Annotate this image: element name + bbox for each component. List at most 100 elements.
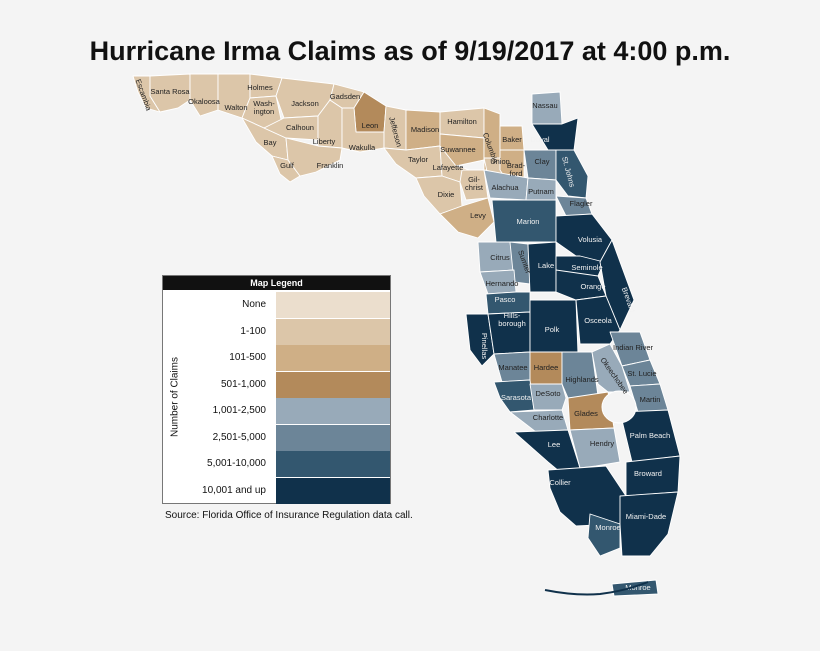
county-label: Marion bbox=[517, 217, 540, 226]
legend-row: 5,001-10,000 bbox=[163, 451, 390, 477]
county-label: DeSoto bbox=[535, 389, 560, 398]
county-label: Walton bbox=[224, 103, 247, 112]
county-label: Collier bbox=[549, 478, 571, 487]
legend-swatch bbox=[276, 398, 390, 424]
legend-label: 501-1,000 bbox=[220, 378, 266, 390]
county-label: Hardee bbox=[534, 363, 559, 372]
legend-swatch bbox=[276, 345, 390, 371]
county-label: Nassau bbox=[532, 101, 557, 110]
legend-row: None bbox=[163, 292, 390, 318]
county-label: Monroe bbox=[595, 523, 620, 532]
county-label: Wakulla bbox=[349, 143, 376, 152]
county-label: Broward bbox=[634, 469, 662, 478]
county-okeechobee bbox=[591, 343, 631, 393]
legend-swatch bbox=[276, 451, 390, 477]
legend-label: 5,001-10,000 bbox=[207, 458, 266, 469]
legend-title: Map Legend bbox=[163, 276, 390, 290]
county-label: Gulf bbox=[280, 161, 295, 170]
county-label: Highlands bbox=[565, 375, 599, 384]
county-gulf bbox=[271, 155, 301, 183]
county-monroe bbox=[587, 513, 621, 557]
county-hendry bbox=[569, 427, 621, 469]
county-label: Hendry bbox=[590, 439, 614, 448]
county-label: Putnam bbox=[528, 187, 554, 196]
county-label: Union bbox=[490, 157, 510, 166]
county-label: Gadsden bbox=[330, 92, 360, 101]
county-label: Volusia bbox=[578, 235, 603, 244]
county-label: Citrus bbox=[490, 253, 510, 262]
county-label: Leon bbox=[362, 121, 379, 130]
county-label: Lee bbox=[548, 440, 561, 449]
legend-swatch bbox=[276, 318, 390, 345]
county-label: Baker bbox=[502, 135, 522, 144]
county-label: Flagler bbox=[570, 199, 593, 208]
county-label: Polk bbox=[545, 325, 560, 334]
legend-row: 101-500 bbox=[163, 345, 390, 371]
county-label: Monroe bbox=[625, 583, 650, 592]
county-label: Palm Beach bbox=[630, 431, 670, 440]
county-label: Pinellas bbox=[480, 333, 489, 360]
county-label: Santa Rosa bbox=[150, 87, 190, 96]
legend-swatch bbox=[276, 371, 390, 398]
legend-label: None bbox=[242, 299, 266, 310]
county-label: Orange bbox=[580, 282, 605, 291]
legend-row: 2,501-5,000 bbox=[163, 424, 390, 451]
county-label: Osceola bbox=[584, 316, 612, 325]
county-desoto bbox=[529, 383, 567, 411]
legend-label: 2,501-5,000 bbox=[212, 431, 266, 443]
map-legend: Map Legend Number of Claims None 1-100 101… bbox=[162, 275, 391, 504]
county-label: Lafayette bbox=[433, 163, 464, 172]
county-label: Holmes bbox=[247, 83, 273, 92]
county-label: Miami-Dade bbox=[626, 512, 666, 521]
county-label: Clay bbox=[534, 157, 549, 166]
legend-swatch bbox=[276, 292, 390, 318]
county-label: Pasco bbox=[495, 295, 516, 304]
county-label: Charlotte bbox=[533, 413, 563, 422]
county-label: Jackson bbox=[291, 99, 319, 108]
county-label: Indian River bbox=[613, 343, 654, 352]
county-sarasota bbox=[493, 379, 535, 413]
county-duval bbox=[531, 117, 579, 151]
legend-row: 1,001-2,500 bbox=[163, 398, 390, 424]
county-label: Madison bbox=[411, 125, 439, 134]
county-miami-dade bbox=[619, 491, 679, 557]
county-label: Levy bbox=[470, 211, 486, 220]
county-label: Hamilton bbox=[447, 117, 477, 126]
county-gil-christ bbox=[459, 169, 489, 201]
source-note: Source: Florida Office of Insurance Regu… bbox=[165, 510, 413, 521]
legend-label: 101-500 bbox=[229, 352, 266, 363]
county-lee bbox=[513, 429, 581, 473]
legend-row: 501-1,000 bbox=[163, 371, 390, 398]
county-label: Lake bbox=[538, 261, 554, 270]
county-pinellas bbox=[465, 313, 495, 367]
county-brevard bbox=[599, 239, 635, 331]
county-label: Calhoun bbox=[286, 123, 314, 132]
county-label: Franklin bbox=[317, 161, 344, 170]
county-collier bbox=[547, 465, 627, 527]
county-label: Okaloosa bbox=[188, 97, 221, 106]
legend-label: 10,001 and up bbox=[202, 484, 266, 496]
county-label: Duval bbox=[530, 135, 550, 144]
map-title: Hurricane Irma Claims as of 9/19/2017 at… bbox=[89, 36, 731, 66]
lake-okeechobee bbox=[601, 390, 637, 424]
county-label: Hernando bbox=[486, 279, 519, 288]
county-label: Wash-ington bbox=[253, 99, 275, 116]
county-label: Seminole bbox=[571, 263, 602, 272]
county-label: Glades bbox=[574, 409, 598, 418]
county-label: Bay bbox=[264, 138, 277, 147]
county-label: Dixie bbox=[438, 190, 455, 199]
legend-label: 1-100 bbox=[240, 325, 266, 337]
county-label: Gil-christ bbox=[465, 175, 484, 192]
county-label: Manatee bbox=[498, 363, 527, 372]
legend-swatch bbox=[276, 424, 390, 451]
county-label: Sarasota bbox=[501, 393, 532, 402]
county-franklin bbox=[285, 137, 343, 177]
county-okaloosa bbox=[189, 73, 219, 117]
county-label: Brad-ford bbox=[507, 161, 526, 178]
county-label: Martin bbox=[640, 395, 661, 404]
florida-keys bbox=[544, 581, 649, 596]
county-suwannee bbox=[439, 133, 485, 167]
county-label: Hills-borough bbox=[498, 311, 526, 328]
legend-row: 1-100 bbox=[163, 318, 390, 345]
